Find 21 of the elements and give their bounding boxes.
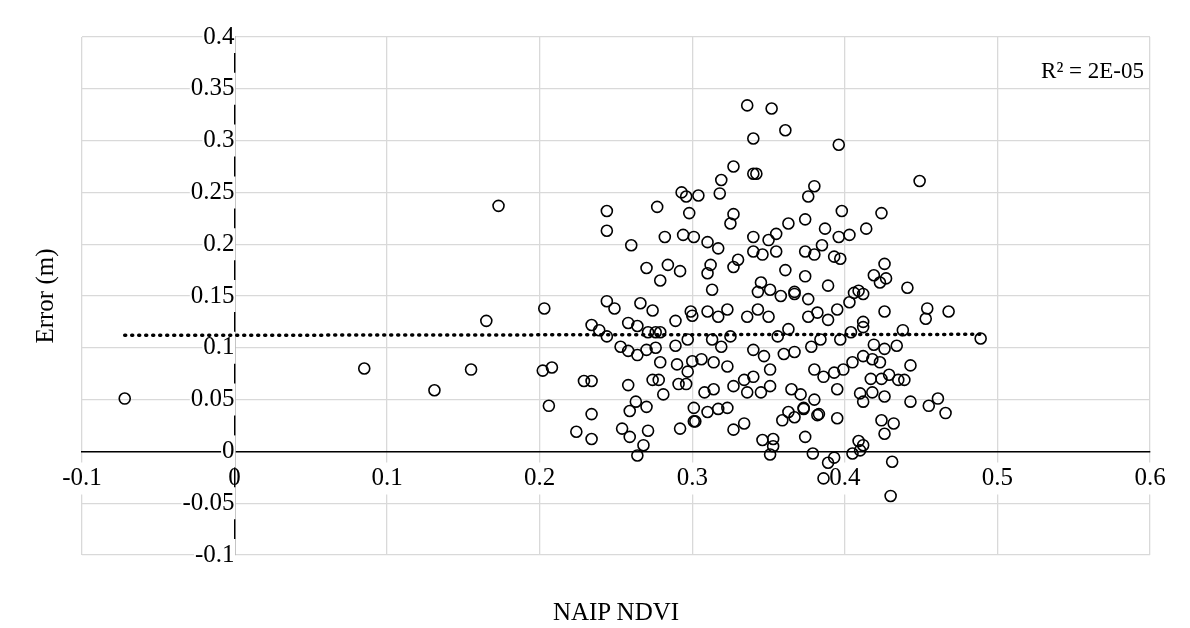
y-tick-label: 0.1 xyxy=(203,332,235,360)
y-tick-label: 0.3 xyxy=(203,125,235,153)
x-tick-label: 0.5 xyxy=(981,462,1014,490)
y-axis-title: Error (m) xyxy=(30,248,59,344)
x-tick-label: 0.3 xyxy=(676,462,708,490)
y-tick-label: -0.05 xyxy=(182,487,235,515)
y-tick-label: 0.25 xyxy=(190,176,235,204)
y-tick-label: 0 xyxy=(222,435,235,463)
x-tick-label: 0.2 xyxy=(524,462,556,490)
x-tick-label: 0.6 xyxy=(1134,462,1166,490)
x-tick-label: -0.1 xyxy=(62,462,102,490)
y-tick-label: 0.15 xyxy=(190,280,235,308)
y-tick-label: 0.4 xyxy=(203,21,236,49)
y-tick-label: -0.1 xyxy=(194,539,235,567)
x-tick-label: 0.4 xyxy=(829,462,861,490)
x-tick-label: 0.1 xyxy=(371,462,403,490)
y-tick-label: 0.35 xyxy=(190,73,235,101)
y-tick-label: 0.05 xyxy=(190,384,235,412)
y-tick-label: 0.2 xyxy=(203,228,235,256)
x-axis-title: NAIP NDVI xyxy=(552,598,680,625)
annotation: R² = 2E-05 xyxy=(1041,58,1144,84)
